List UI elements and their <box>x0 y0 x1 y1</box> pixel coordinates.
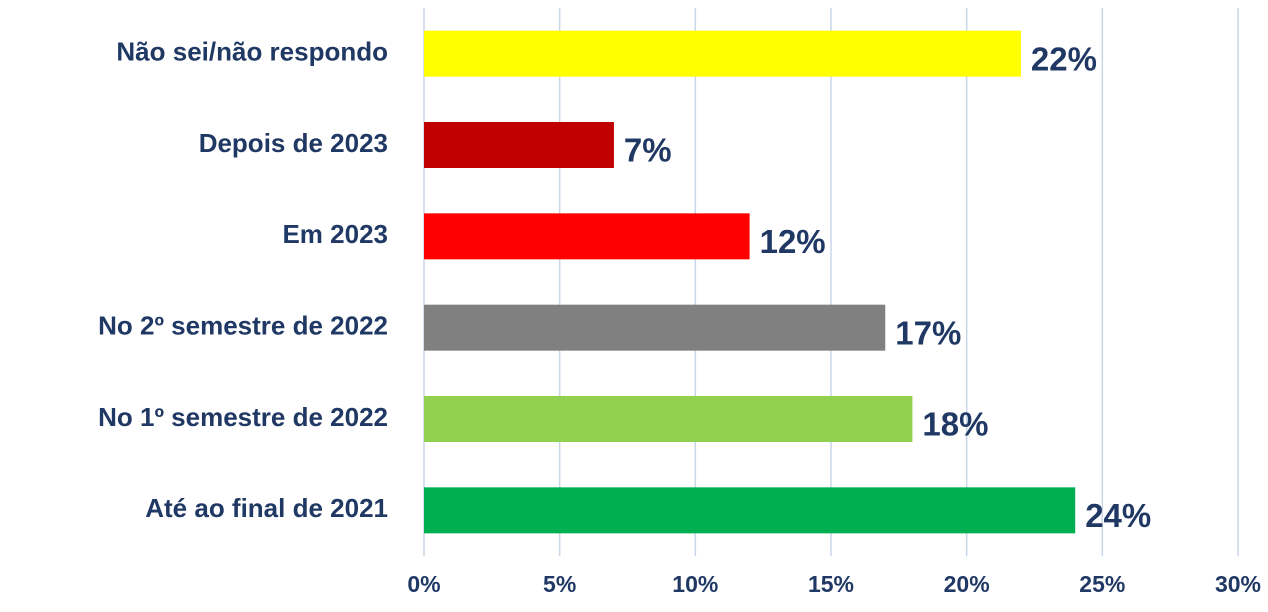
x-tick-label: 5% <box>543 571 576 597</box>
bar <box>424 30 1021 77</box>
bar <box>424 396 913 442</box>
category-label: Até ao final de 2021 <box>145 493 388 523</box>
x-tick-label: 0% <box>407 571 440 597</box>
x-tick-label: 25% <box>1079 571 1125 597</box>
x-tick-label: 30% <box>1215 571 1261 597</box>
value-label: 24% <box>1085 497 1151 534</box>
bar <box>424 304 886 351</box>
value-label: 18% <box>922 406 988 443</box>
category-label: Em 2023 <box>282 219 388 249</box>
x-tick-label: 10% <box>672 571 718 597</box>
value-label: 12% <box>760 223 826 260</box>
x-tick-label: 15% <box>808 571 854 597</box>
x-tick-label: 20% <box>944 571 990 597</box>
bar <box>424 487 1076 534</box>
value-label: 17% <box>895 314 961 351</box>
category-label: No 2º semestre de 2022 <box>98 311 388 341</box>
bar <box>424 213 750 260</box>
category-label: Não sei/não respondo <box>116 37 388 67</box>
category-label: No 1º semestre de 2022 <box>98 402 388 432</box>
bar <box>424 122 614 168</box>
value-label: 7% <box>624 132 672 169</box>
category-label: Depois de 2023 <box>199 128 388 158</box>
value-label: 22% <box>1031 40 1097 77</box>
